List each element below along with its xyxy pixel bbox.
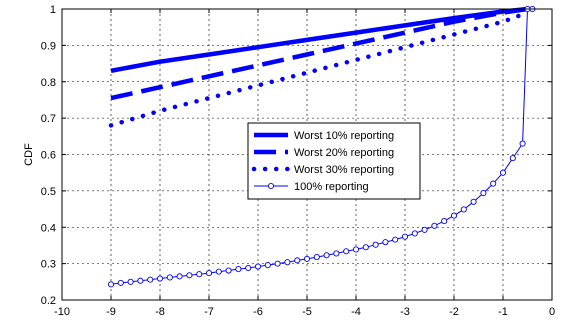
x-tick-label: -10 — [54, 306, 70, 318]
data-point — [519, 140, 526, 147]
data-point — [343, 248, 350, 255]
x-tick-label: -3 — [400, 306, 410, 318]
x-tick-label: -2 — [449, 306, 459, 318]
data-point — [127, 278, 134, 285]
data-point — [176, 273, 183, 280]
series-3 — [108, 10, 530, 128]
series-line — [110, 6, 528, 74]
legend-marker — [267, 182, 275, 190]
series-4 — [107, 5, 536, 288]
legend: Worst 10% reporting Worst 20% reporting Wo… — [247, 122, 421, 200]
y-tick-label: 0.5 — [41, 186, 56, 198]
y-tick-label: 0.8 — [41, 77, 56, 89]
data-point — [313, 254, 320, 261]
series-layer — [107, 5, 536, 288]
data-point — [117, 279, 124, 286]
data-point — [205, 270, 213, 277]
data-point — [235, 266, 242, 273]
data-point — [362, 244, 369, 251]
data-point — [294, 257, 301, 264]
data-point — [470, 198, 477, 205]
data-point — [490, 180, 497, 187]
data-point — [166, 274, 173, 281]
data-point — [303, 255, 311, 262]
y-tick-label: 0.6 — [41, 150, 56, 162]
data-point — [245, 264, 252, 272]
data-point — [421, 226, 428, 233]
data-point — [411, 230, 418, 237]
data-point — [264, 262, 271, 269]
data-point — [284, 259, 291, 266]
x-tick-label: -5 — [302, 306, 312, 318]
data-point — [509, 155, 516, 162]
data-point — [225, 267, 232, 274]
data-point — [480, 190, 487, 197]
data-point — [254, 263, 262, 270]
data-point — [333, 250, 340, 257]
x-tick-label: -6 — [253, 306, 263, 318]
data-point — [499, 169, 507, 176]
legend-label: Worst 20% reporting — [294, 147, 394, 159]
data-point — [137, 277, 144, 284]
legend-label: Worst 30% reporting — [294, 164, 394, 176]
data-point — [441, 218, 448, 225]
y-tick-label: 0.2 — [41, 295, 56, 307]
legend-label: Worst 10% reporting — [294, 130, 394, 142]
data-point — [147, 276, 154, 283]
y-tick-label: 0.3 — [41, 259, 56, 271]
series-2 — [110, 6, 528, 101]
x-tick-label: -7 — [204, 306, 214, 318]
x-tick-label: -1 — [498, 306, 508, 318]
x-tick-label: -4 — [351, 306, 361, 318]
data-point — [215, 268, 222, 275]
data-point — [107, 281, 115, 288]
data-point — [372, 241, 379, 248]
data-point — [352, 246, 360, 253]
data-point — [401, 233, 409, 240]
data-point — [323, 252, 330, 259]
y-tick-label: 1 — [50, 4, 56, 16]
series-line — [108, 10, 530, 128]
data-point — [196, 271, 203, 278]
data-point — [274, 260, 281, 267]
series-line — [110, 6, 528, 101]
data-point — [186, 272, 193, 279]
data-point — [156, 275, 164, 282]
y-tick-label: 0.4 — [41, 222, 56, 234]
x-tick-label: -9 — [106, 306, 116, 318]
series-1 — [110, 6, 528, 74]
data-point — [392, 236, 399, 243]
x-tick-label: -8 — [155, 306, 165, 318]
x-tick-label: 0 — [549, 306, 555, 318]
data-point — [450, 212, 458, 219]
data-point — [431, 222, 438, 229]
tick-layer: -10 -9 -8 -7 -6 -5 -4 -3 -2 -1 00.20.30.40.50.60.7… — [41, 4, 555, 318]
data-point — [382, 239, 389, 246]
y-tick-label: 0.7 — [41, 113, 56, 125]
data-point — [460, 206, 467, 213]
legend-label: 100% reporting — [294, 181, 369, 193]
y-axis-label: CDF — [23, 143, 35, 166]
y-tick-label: 0.9 — [41, 40, 56, 52]
